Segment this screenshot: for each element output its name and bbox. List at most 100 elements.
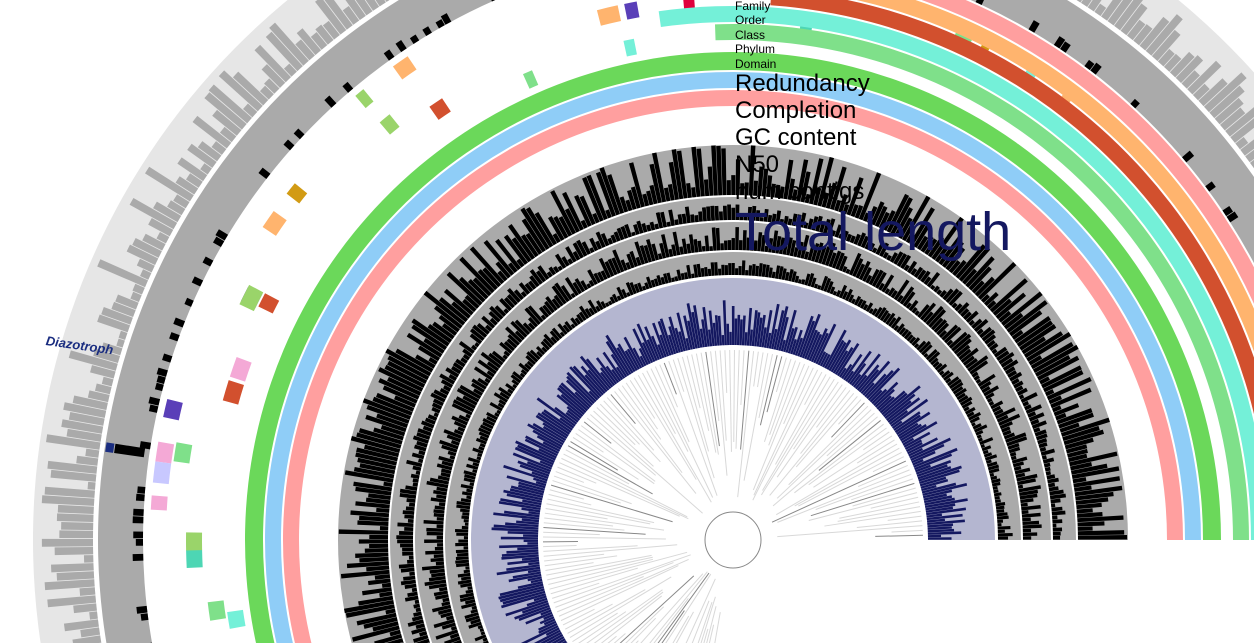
gc-content-ring-bar <box>965 310 979 324</box>
num-contigs-ring-bar <box>868 308 874 314</box>
total-length-ring-bar <box>595 357 618 385</box>
n50-ring-bar <box>426 531 444 536</box>
outer-ring-bar <box>385 0 390 2</box>
gc-content-ring-bar <box>404 527 414 532</box>
n50-ring-bar <box>434 546 444 551</box>
gc-content-ring-bar <box>607 237 614 245</box>
gc-content-ring-bar <box>403 575 416 581</box>
completion-ring-bar <box>842 203 850 215</box>
completion-ring-bar <box>562 191 584 231</box>
total-length-ring-bar <box>533 477 547 484</box>
n50-ring-bar <box>928 309 947 328</box>
num-contigs-ring-bar <box>465 589 474 594</box>
num-contigs-ring-bar <box>765 264 770 278</box>
gc-content-ring-bar <box>976 328 984 336</box>
taxonomy-block <box>150 495 168 511</box>
gc-content-ring-bar <box>1041 455 1047 460</box>
redundancy-ring-bar <box>173 317 186 328</box>
total-length-ring-bar <box>906 442 923 453</box>
num-contigs-ring-bar <box>477 624 483 630</box>
outer-ring-bar <box>315 0 347 35</box>
outer-ring-bar <box>173 194 190 209</box>
num-contigs-ring-bar <box>526 351 539 363</box>
completion-ring-bar <box>874 205 888 228</box>
outer-ring-bar <box>1225 107 1254 137</box>
completion-ring-bar <box>971 280 985 294</box>
redundancy-ring-bar <box>435 19 445 29</box>
completion-ring-bar <box>369 543 389 549</box>
total-length-ring-bar <box>815 323 837 365</box>
gc-content-ring-bar <box>1044 466 1051 472</box>
completion-ring-bar <box>1046 376 1092 401</box>
tree-branch <box>794 447 900 507</box>
gc-content-ring-bar <box>666 221 671 227</box>
completion-ring-bar <box>920 235 934 253</box>
total-length-ring-bar <box>860 360 891 395</box>
tree-branch <box>763 358 792 443</box>
n50-ring-bar <box>545 296 558 311</box>
n50-ring-bar <box>540 314 547 321</box>
n50-ring-bar <box>442 597 450 603</box>
gc-content-ring-bar <box>875 242 885 256</box>
completion-ring-bar <box>744 182 749 196</box>
gc-content-ring-bar <box>595 240 602 250</box>
gc-content-ring-bar <box>400 579 416 586</box>
total-length-ring-bar <box>588 390 599 401</box>
taxonomy-block <box>229 357 252 382</box>
n50-ring-bar <box>553 294 564 307</box>
n50-ring-bar <box>436 486 448 492</box>
completion-ring-bar <box>1043 369 1084 393</box>
outer-ring-bar <box>80 627 101 638</box>
n50-ring-bar <box>506 338 518 349</box>
completion-ring-bar <box>813 187 822 206</box>
gc-content-ring-bar <box>739 214 744 221</box>
completion-ring-bar <box>389 629 401 637</box>
n50-ring-bar <box>992 405 1002 413</box>
total-length-ring-bar <box>810 328 828 363</box>
total-length-ring-bar <box>565 379 594 406</box>
num-contigs-ring-bar <box>456 532 469 536</box>
gc-content-ring-bar <box>1052 531 1061 536</box>
completion-ring-bar <box>1055 412 1067 421</box>
completion-ring-bar <box>378 367 424 392</box>
total-length-ring-bar <box>722 300 727 346</box>
n50-ring-bar <box>528 317 539 328</box>
gc-content-ring-bar <box>472 324 488 338</box>
num-contigs-ring-bar <box>721 264 725 276</box>
n50-ring-bar <box>948 331 968 349</box>
total-length-ring-bar <box>507 531 539 535</box>
num-contigs-ring-bar <box>856 298 864 308</box>
redundancy-ring-bar <box>148 396 161 406</box>
redundancy-ring-bar <box>140 613 149 621</box>
gc-content-ring-bar <box>857 232 867 247</box>
completion-ring-bar <box>580 219 588 229</box>
outer-ring-bar <box>187 143 217 168</box>
gc-content-ring-bar <box>1037 437 1048 445</box>
num-contigs-ring-bar <box>455 542 469 547</box>
completion-ring-bar <box>905 234 914 244</box>
num-contigs-ring-bar <box>901 328 910 338</box>
gc-content-ring-bar <box>1025 404 1042 415</box>
gc-content-ring-bar <box>834 224 843 238</box>
n50-ring-bar <box>646 239 656 262</box>
outer-ring-bar <box>1114 0 1143 31</box>
tree-branch <box>543 545 638 552</box>
gc-content-ring-bar <box>400 567 415 573</box>
gc-content-ring-bar <box>838 233 844 240</box>
gc-content-ring-bar <box>948 290 963 306</box>
gc-content-ring-bar <box>476 322 490 335</box>
total-length-ring-bar <box>566 409 581 421</box>
completion-ring-bar <box>965 256 995 288</box>
outer-ring-bar <box>1169 51 1195 78</box>
tree-branch <box>810 482 915 517</box>
num-contigs-ring-bar <box>607 300 613 306</box>
completion-ring-bar <box>387 360 428 384</box>
redundancy-ring-bar <box>409 34 420 44</box>
n50-ring-bar <box>835 252 845 270</box>
redundancy-ring-bar <box>202 256 214 267</box>
completion-ring-bar <box>353 481 393 492</box>
outer-ring-bar <box>68 412 105 426</box>
num-contigs-ring-bar <box>480 631 486 636</box>
total-length-ring-bar <box>910 443 945 461</box>
total-length-ring-bar <box>687 320 696 350</box>
